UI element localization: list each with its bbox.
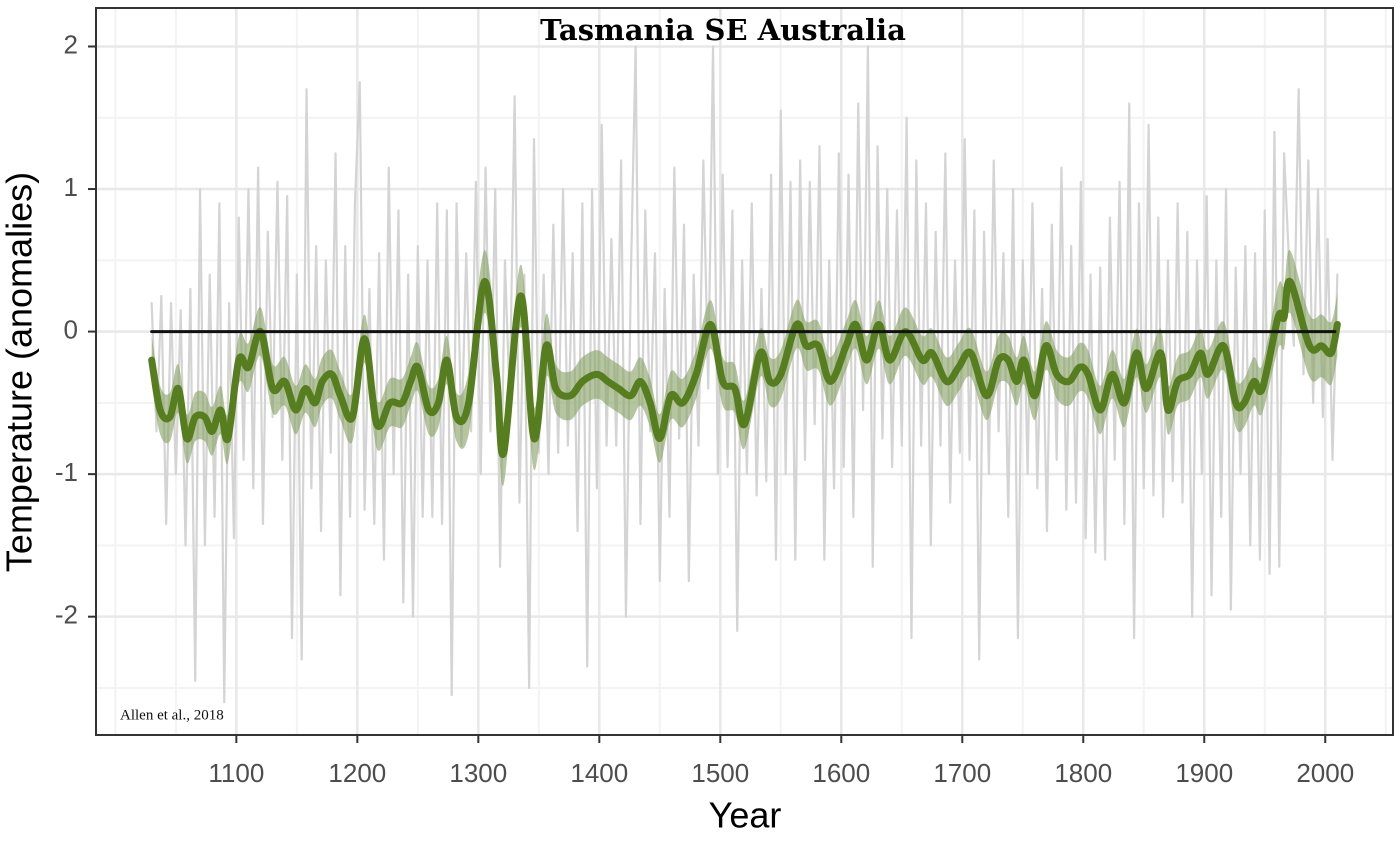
confidence-band	[151, 249, 1338, 486]
axes: 1100 1200 1300 1400 1500 1600 1700 1800 1900 2000…	[55, 7, 1394, 788]
x-tick-label: 1500	[691, 758, 749, 788]
panel-border	[95, 7, 1394, 736]
y-tick-label: -2	[55, 600, 78, 630]
x-axis-title: Year	[709, 795, 782, 836]
y-tick-label: 1	[64, 172, 78, 202]
x-tick-label: 1300	[449, 758, 507, 788]
y-tick-label: -1	[55, 457, 78, 487]
y-tick-label: 2	[64, 29, 78, 59]
x-tick-label: 1900	[1175, 758, 1233, 788]
x-tick-label: 1700	[933, 758, 991, 788]
annual-line	[150, 45, 1339, 704]
x-tick-label: 1400	[570, 758, 628, 788]
plot-area	[148, 45, 1341, 704]
x-tick-label: 1200	[328, 758, 386, 788]
y-tick-label: 0	[64, 314, 78, 344]
x-tick-label: 1100	[208, 758, 264, 788]
annotation: Allen et al., 2018	[120, 707, 224, 723]
chart-title: Tasmania SE Australia	[540, 13, 906, 47]
x-tick-label: 2000	[1296, 758, 1354, 788]
y-axis-title: Temperature (anomalies)	[0, 172, 40, 572]
x-tick-label: 1600	[812, 758, 870, 788]
x-tick-label: 1800	[1054, 758, 1112, 788]
smoothed-line	[148, 278, 1341, 459]
